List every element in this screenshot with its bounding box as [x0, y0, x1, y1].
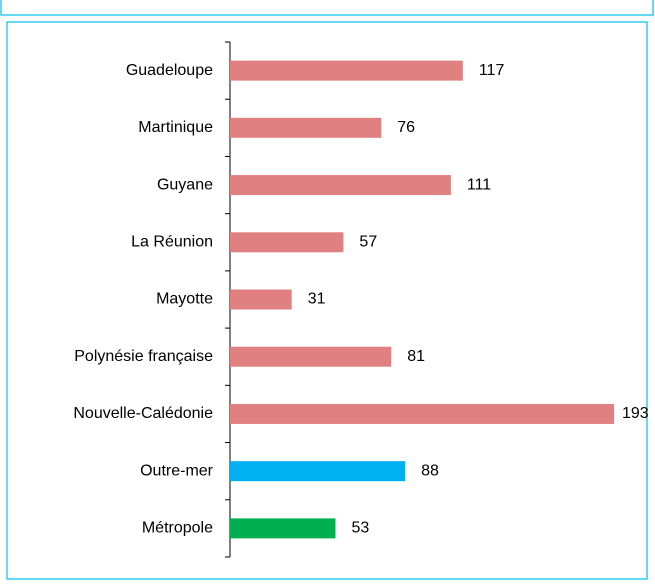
- value-label: 53: [351, 520, 369, 537]
- bar: [230, 175, 451, 196]
- category-label: Nouvelle-Calédonie: [73, 405, 213, 422]
- category-label: La Réunion: [131, 233, 213, 250]
- value-label: 81: [407, 348, 425, 365]
- category-label: Mayotte: [156, 291, 213, 308]
- bar: [230, 289, 292, 310]
- bar: [230, 232, 344, 253]
- category-label: Martinique: [138, 119, 213, 136]
- bar: [230, 117, 382, 138]
- category-label: Métropole: [142, 520, 213, 537]
- value-label: 193: [622, 405, 649, 422]
- value-label: 117: [479, 62, 505, 79]
- category-label: Outre-mer: [140, 462, 214, 479]
- top-frame: [0, 0, 654, 16]
- bar: [230, 518, 336, 539]
- category-label: Polynésie française: [74, 348, 213, 365]
- value-label: 57: [359, 233, 377, 250]
- chart-frame: [6, 21, 648, 580]
- bar: [230, 403, 615, 424]
- value-label: 31: [308, 291, 326, 308]
- bar: [230, 461, 406, 482]
- category-label: Guadeloupe: [126, 62, 213, 79]
- category-label: Guyane: [157, 176, 213, 193]
- value-label: 76: [397, 119, 415, 136]
- value-label: 111: [467, 176, 491, 193]
- value-label: 88: [421, 462, 439, 479]
- bar: [230, 60, 463, 81]
- bar: [230, 346, 392, 367]
